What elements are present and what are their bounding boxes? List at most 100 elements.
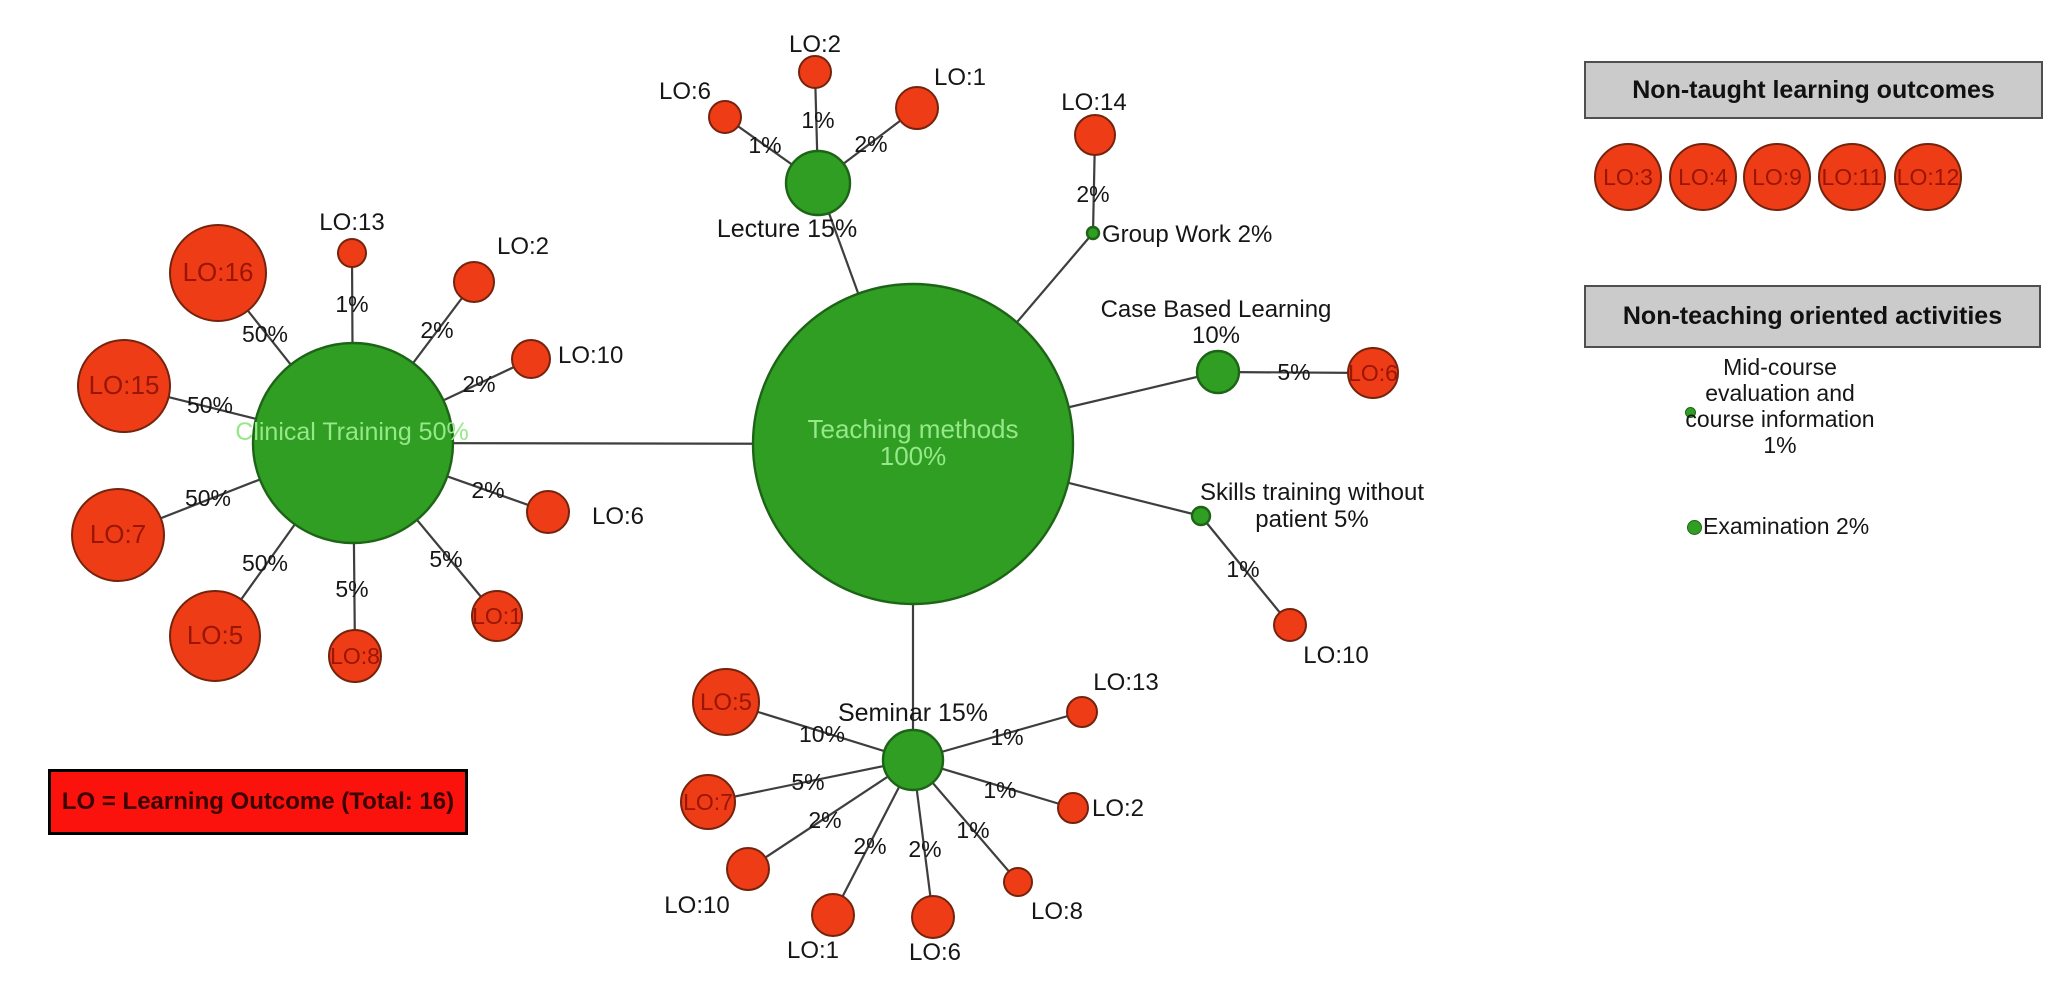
label-teaching-methods: 100% xyxy=(880,441,947,471)
node-sem-lo1 xyxy=(811,893,855,937)
label-ct-lo10: LO:10 xyxy=(558,342,623,369)
edge-label-case-based-learning--cbl-lo6: 5% xyxy=(1277,359,1310,385)
label-ct-lo1: LO:1 xyxy=(472,603,522,629)
edge-label-seminar--sem-lo1: 2% xyxy=(853,833,886,859)
lo-abbreviation-note: LO = Learning Outcome (Total: 16) xyxy=(48,769,468,835)
node-ct-lo2 xyxy=(453,261,495,303)
legend-circle-lo4: LO:4 xyxy=(1669,143,1737,211)
edge-label-clinical-training--ct-lo1: 5% xyxy=(429,546,462,572)
node-sem-lo10 xyxy=(726,847,770,891)
node-ct-lo1 xyxy=(471,590,523,642)
edge-label-skills-training--st-lo10: 1% xyxy=(1226,556,1259,582)
node-skills-training xyxy=(1190,505,1212,527)
node-ct-lo10 xyxy=(511,339,551,379)
node-ct-lo8 xyxy=(328,629,382,683)
node-ct-lo6 xyxy=(526,490,570,534)
label-st-lo10: LO:10 xyxy=(1303,642,1368,669)
edge-label-clinical-training--ct-lo6: 2% xyxy=(471,477,504,503)
edge-label-seminar--sem-lo2: 1% xyxy=(983,777,1016,803)
edge-label-clinical-training--ct-lo8: 5% xyxy=(335,576,368,602)
label-ct-lo13: LO:13 xyxy=(319,209,384,236)
mid-course-evaluation-label: Mid-course evaluation and course informa… xyxy=(1685,354,1875,458)
label-cbl-lo6: LO:6 xyxy=(1348,360,1398,386)
edge-label-lecture--lec-lo6: 1% xyxy=(748,132,781,158)
label-skills-training: patient 5% xyxy=(1255,506,1368,533)
node-clinical-training xyxy=(251,341,455,545)
legend-circle-lo3: LO:3 xyxy=(1594,143,1662,211)
edge-label-seminar--sem-lo6: 2% xyxy=(908,836,941,862)
label-sem-lo10: LO:10 xyxy=(664,892,729,919)
examination-label: Examination 2% xyxy=(1703,513,1870,539)
node-sem-lo13 xyxy=(1066,696,1098,728)
non-taught-outcomes-header: Non-taught learning outcomes xyxy=(1584,61,2043,119)
label-sem-lo6: LO:6 xyxy=(909,939,961,966)
edge-label-clinical-training--ct-lo13: 1% xyxy=(335,291,368,317)
label-teaching-methods: Teaching methods xyxy=(807,414,1018,444)
edge-label-clinical-training--ct-lo15: 50% xyxy=(187,392,233,418)
edge-label-clinical-training--ct-lo5: 50% xyxy=(242,550,288,576)
node-lec-lo6 xyxy=(708,100,742,134)
legend-circle-lo11: LO:11 xyxy=(1818,143,1886,211)
label-ct-lo6: LO:6 xyxy=(592,503,644,530)
label-lec-lo6: LO:6 xyxy=(659,78,711,105)
edge-label-lecture--lec-lo1: 2% xyxy=(854,131,887,157)
legend-circle-lo12: LO:12 xyxy=(1894,143,1962,211)
label-sem-lo2: LO:2 xyxy=(1092,795,1144,822)
node-gw-lo14 xyxy=(1074,114,1116,156)
edge-label-seminar--sem-lo13: 1% xyxy=(990,724,1023,750)
edge-label-clinical-training--ct-lo7: 50% xyxy=(185,485,231,511)
label-case-based-learning: 10% xyxy=(1192,322,1240,349)
node-group-work xyxy=(1085,225,1101,241)
label-lec-lo2: LO:2 xyxy=(789,31,841,58)
node-ct-lo7 xyxy=(71,488,165,582)
edge-label-clinical-training--ct-lo10: 2% xyxy=(462,371,495,397)
edge-skills-training--st-lo10 xyxy=(1200,515,1291,626)
label-sem-lo7: LO:7 xyxy=(683,789,733,815)
label-ct-lo7: LO:7 xyxy=(90,519,146,549)
edge-label-seminar--sem-lo5: 10% xyxy=(799,721,845,747)
label-case-based-learning: Case Based Learning xyxy=(1101,296,1332,323)
node-sem-lo5 xyxy=(692,668,760,736)
label-ct-lo16: LO:16 xyxy=(183,257,254,287)
label-ct-lo15: LO:15 xyxy=(89,370,160,400)
label-gw-lo14: LO:14 xyxy=(1061,89,1126,116)
node-sem-lo7 xyxy=(680,774,736,830)
node-cbl-lo6 xyxy=(1347,347,1399,399)
label-lecture: Lecture 15% xyxy=(717,215,857,243)
label-skills-training: Skills training without xyxy=(1200,479,1424,506)
node-ct-lo13 xyxy=(337,238,367,268)
edge-label-seminar--sem-lo7: 5% xyxy=(791,769,824,795)
label-sem-lo8: LO:8 xyxy=(1031,898,1083,925)
edge-label-seminar--sem-lo8: 1% xyxy=(956,817,989,843)
label-group-work: Group Work 2% xyxy=(1102,221,1272,248)
non-teaching-activities-header: Non-teaching oriented activities xyxy=(1584,285,2041,348)
mid-course-evaluation-dot xyxy=(1685,407,1696,418)
label-clinical-training: Clinical Training 50% xyxy=(235,418,468,446)
node-ct-lo15 xyxy=(77,339,171,433)
legend-circle-lo9: LO:9 xyxy=(1743,143,1811,211)
edge-label-clinical-training--ct-lo2: 2% xyxy=(420,317,453,343)
node-lec-lo1 xyxy=(895,86,939,130)
label-ct-lo5: LO:5 xyxy=(187,620,243,650)
examination-dot xyxy=(1687,520,1702,535)
label-lec-lo1: LO:1 xyxy=(934,64,986,91)
node-sem-lo6 xyxy=(911,895,955,939)
node-seminar xyxy=(881,728,945,792)
node-lecture xyxy=(784,149,852,217)
node-ct-lo5 xyxy=(169,590,261,682)
edge-seminar--sem-lo7 xyxy=(707,758,914,804)
node-ct-lo16 xyxy=(169,224,267,322)
node-st-lo10 xyxy=(1273,608,1307,642)
label-seminar: Seminar 15% xyxy=(838,699,988,727)
edge-label-clinical-training--ct-lo16: 50% xyxy=(242,321,288,347)
node-teaching-methods xyxy=(751,282,1075,606)
edge-seminar--sem-lo10 xyxy=(747,759,914,870)
node-sem-lo8 xyxy=(1003,867,1033,897)
label-ct-lo2: LO:2 xyxy=(497,233,549,260)
edge-label-lecture--lec-lo2: 1% xyxy=(801,107,834,133)
label-sem-lo1: LO:1 xyxy=(787,937,839,964)
node-sem-lo2 xyxy=(1057,792,1089,824)
node-lec-lo2 xyxy=(798,55,832,89)
